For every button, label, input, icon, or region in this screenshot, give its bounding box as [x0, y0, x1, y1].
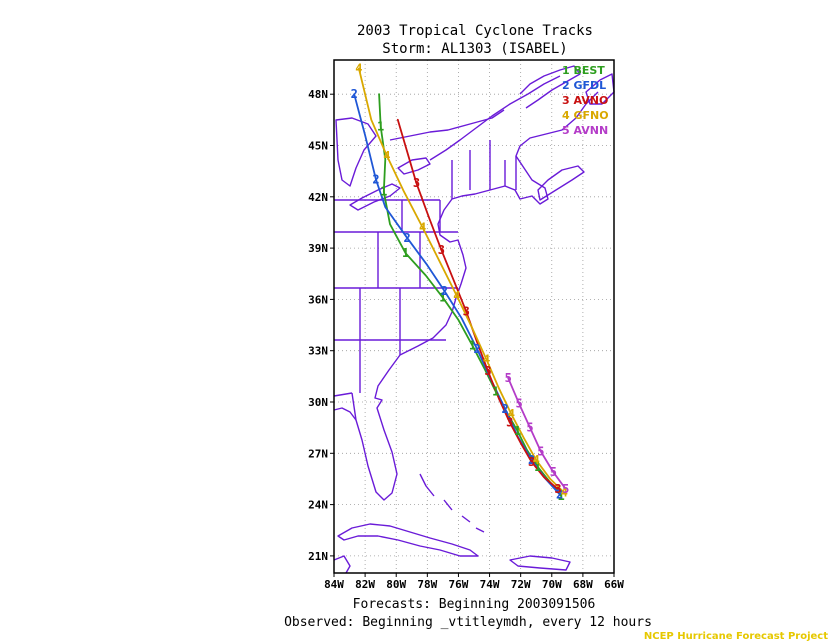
- plot-frame: [333, 59, 615, 574]
- st-lawrence: [429, 75, 561, 161]
- marker-avno-8: 3: [463, 304, 470, 318]
- legend-entry-best: 1 BEST: [562, 64, 605, 77]
- x-axis-ticks: 84W 82W 80W 78W 76W 74W 72W 70W 68W 66W: [324, 573, 624, 591]
- legend-entry-avno: 3 AVNO: [562, 94, 608, 107]
- marker-best-2: 1: [534, 460, 541, 474]
- marker-avnn-3: 5: [526, 421, 533, 435]
- marker-avno-2: 3: [528, 455, 535, 469]
- y-tick-label-9: 48N: [308, 88, 328, 101]
- lake-erie: [349, 183, 401, 211]
- coastline-east-coast: [351, 91, 599, 501]
- y-tick-label-4: 33N: [308, 345, 328, 358]
- marker-avnn-4: 5: [515, 397, 522, 411]
- y-tick-label-6: 39N: [308, 242, 328, 255]
- marker-avnn-0: 5: [562, 482, 569, 496]
- track-best: [378, 93, 562, 498]
- marker-best-4: 1: [514, 424, 521, 438]
- marker-avno-0: 3: [554, 482, 561, 496]
- x-tick-label-0: 84W: [324, 578, 344, 591]
- y-tick-label-7: 42N: [308, 191, 328, 204]
- x-tick-label-2: 80W: [386, 578, 406, 591]
- coastline-cuba: [337, 523, 479, 557]
- coastline-gulf: [333, 407, 357, 421]
- marker-avno-10: 3: [438, 243, 445, 257]
- chart-subtitle: Storm: AL1303 (ISABEL): [382, 41, 567, 57]
- map-coastlines: [333, 65, 615, 574]
- marker-best-16: 1: [377, 120, 384, 134]
- legend-entry-gfno: 4 GFNO: [562, 109, 609, 122]
- marker-best-6: 1: [492, 385, 499, 399]
- marker-gfno-12: 4: [383, 149, 390, 163]
- track-gfno: [357, 67, 566, 494]
- marker-gfdl-8: 2: [441, 284, 448, 298]
- coastline-hispaniola: [509, 555, 571, 571]
- marker-gfno-2: 4: [533, 453, 540, 467]
- x-tick-label-1: 82W: [355, 578, 375, 591]
- x-tick-label-3: 78W: [417, 578, 437, 591]
- border-states-b: [451, 140, 517, 199]
- x-tick-label-9: 66W: [604, 578, 624, 591]
- legend-entry-avnn: 5 AVNN: [562, 124, 608, 137]
- y-axis-ticks: 21N 24N 27N 30N 33N 36N 39N 42N 45N 48N: [308, 88, 334, 563]
- marker-gfdl-2: 2: [528, 453, 535, 467]
- marker-gfno-4: 4: [508, 407, 515, 421]
- marker-gfno-14: 4: [355, 62, 362, 76]
- marker-gfdl-0: 2: [556, 487, 563, 501]
- marker-avnn-5: 5: [505, 371, 512, 385]
- coastline-gulf-west: [333, 392, 353, 397]
- y-tick-label-1: 24N: [308, 499, 328, 512]
- marker-avno-4: 3: [506, 416, 513, 430]
- border-canada-us: [389, 109, 505, 141]
- chart-title: 2003 Tropical Cyclone Tracks: [357, 23, 593, 39]
- marker-gfdl-10: 2: [403, 231, 410, 245]
- forecast-caption: Forecasts: Beginning 2003091506: [353, 597, 596, 612]
- coastline-bahamas: [419, 473, 485, 533]
- marker-gfno-10: 4: [419, 221, 426, 235]
- marker-gfno-6: 4: [483, 352, 490, 366]
- coastline-yucatan: [333, 555, 351, 574]
- marker-avnn-1: 5: [550, 465, 557, 479]
- y-tick-label-5: 36N: [308, 293, 328, 306]
- y-tick-label-3: 30N: [308, 396, 328, 409]
- legend-entry-gfdl: 2 GFDL: [562, 79, 606, 92]
- y-tick-label-8: 45N: [308, 140, 328, 153]
- legend: 1 BEST 2 GFDL 3 AVNO 4 GFNO 5 AVNN: [562, 64, 609, 137]
- marker-best-0: 1: [557, 489, 564, 503]
- marker-avno-6: 3: [484, 364, 491, 378]
- marker-avno-12: 3: [413, 176, 420, 190]
- track-avnn: [507, 377, 567, 491]
- marker-gfdl-6: 2: [473, 342, 480, 356]
- marker-gfno-8: 4: [453, 289, 460, 303]
- marker-avnn-2: 5: [537, 445, 544, 459]
- lake-huron: [335, 117, 377, 187]
- marker-gfdl-12: 2: [372, 173, 379, 187]
- coastline-nova-scotia: [537, 165, 585, 201]
- marker-gfno-0: 4: [561, 486, 568, 500]
- x-tick-label-6: 72W: [511, 578, 531, 591]
- observed-caption: Observed: Beginning _vtitleymdh, every 1…: [284, 615, 652, 630]
- marker-best-12: 1: [402, 246, 409, 260]
- marker-best-10: 1: [439, 291, 446, 305]
- marker-gfdl-14: 2: [351, 87, 358, 101]
- gulf-st-lawrence: [519, 65, 581, 109]
- x-tick-label-8: 68W: [573, 578, 593, 591]
- x-tick-label-4: 76W: [449, 578, 469, 591]
- y-tick-label-2: 27N: [308, 447, 328, 460]
- lake-ontario: [397, 157, 431, 175]
- marker-best-14: 1: [380, 185, 387, 199]
- x-tick-label-7: 70W: [542, 578, 562, 591]
- border-states-a: [334, 199, 458, 393]
- track-avno: [396, 118, 559, 491]
- credit-text: NCEP Hurricane Forecast Project: [644, 631, 828, 642]
- marker-best-8: 1: [469, 339, 476, 353]
- y-tick-label-0: 21N: [308, 550, 328, 563]
- marker-gfdl-4: 2: [501, 402, 508, 416]
- track-lines: [353, 67, 567, 498]
- x-tick-label-5: 74W: [480, 578, 500, 591]
